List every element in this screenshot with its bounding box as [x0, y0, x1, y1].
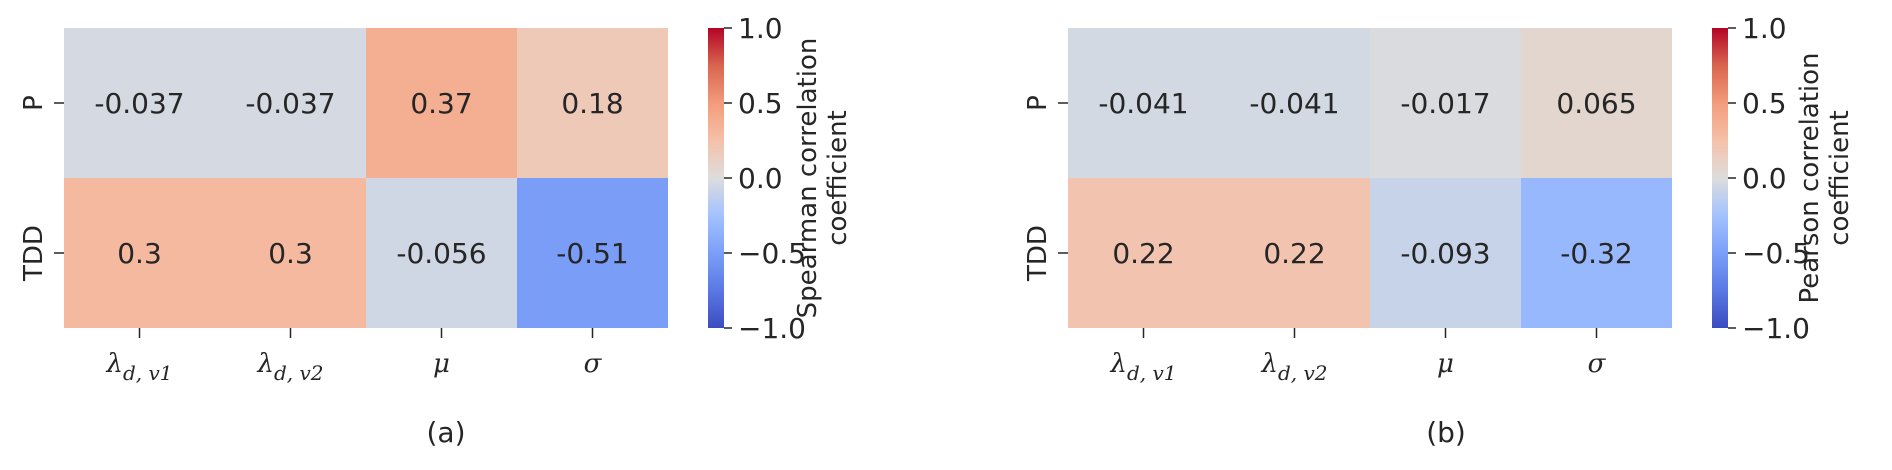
cell-value-label: 0.3 — [268, 237, 313, 270]
x-tick-label: λd, v2 — [1260, 349, 1327, 385]
heatmap-panel-a: -0.037 -0.037 0.37 0.18 0.3 0.3 -0.056 -0.51 P TD… — [19, 12, 853, 449]
y-tick-label: P — [1023, 95, 1053, 111]
y-tick-label: TDD — [19, 225, 49, 282]
x-tick-label: λd, v1 — [1109, 349, 1176, 385]
heatmap-cell-0-2 — [1370, 28, 1521, 178]
cell-value-label: 0.22 — [1263, 237, 1325, 270]
cell-value-label: -0.017 — [1400, 87, 1490, 120]
colorbar-tick-label: −1.0 — [1742, 312, 1810, 345]
cell-value-label: 0.22 — [1112, 237, 1174, 270]
heatmap-cell-1-2 — [1370, 178, 1521, 328]
panel-label: (b) — [1426, 416, 1466, 449]
cell-value-label: -0.037 — [94, 87, 184, 120]
heatmap-cell-0-0 — [1068, 28, 1219, 178]
cell-value-label: -0.093 — [1400, 237, 1490, 270]
y-tick-label: TDD — [1023, 225, 1053, 282]
colorbar-tick-label: 0.0 — [738, 162, 783, 195]
cell-value-label: -0.041 — [1249, 87, 1339, 120]
colorbar-tick-label: 0.5 — [738, 87, 783, 120]
colorbar-tick-label: −0.5 — [1742, 237, 1810, 270]
cell-value-label: 0.065 — [1556, 87, 1636, 120]
heatmap-panel-b: -0.041 -0.041 -0.017 0.065 0.22 0.22 -0.093 -0.… — [1023, 12, 1855, 449]
colorbar-tick-label: 1.0 — [1742, 12, 1787, 45]
cell-value-label: 0.18 — [561, 87, 623, 120]
heatmap-cell-1-0 — [64, 178, 215, 328]
heatmap-cell-1-1 — [215, 178, 366, 328]
heatmap-cell-0-2 — [366, 28, 517, 178]
heatmap-cell-0-0 — [64, 28, 215, 178]
x-tick-label: λd, v2 — [256, 349, 323, 385]
colorbar-tick-label: 1.0 — [738, 12, 783, 45]
heatmap-cell-0-3 — [517, 28, 668, 178]
colorbar-label: Pearson correlationcoefficient — [1795, 52, 1855, 303]
cell-value-label: 0.3 — [117, 237, 162, 270]
cell-value-label: -0.037 — [245, 87, 335, 120]
x-tick-label: μ — [433, 349, 450, 379]
colorbar-tick-label: −1.0 — [738, 312, 806, 345]
colorbar-tick-label: 0.0 — [1742, 162, 1787, 195]
x-tick-label: σ — [1588, 349, 1607, 379]
x-tick-label: μ — [1437, 349, 1454, 379]
heatmap-cell-1-2 — [366, 178, 517, 328]
panel-label: (a) — [426, 416, 465, 449]
colorbar — [1712, 28, 1728, 328]
heatmap-cell-0-1 — [1219, 28, 1370, 178]
heatmap-cell-1-3 — [517, 178, 668, 328]
heatmap-cell-1-1 — [1219, 178, 1370, 328]
cell-value-label: -0.056 — [396, 237, 486, 270]
colorbar-tick-label: −0.5 — [738, 237, 806, 270]
heatmap-cell-1-3 — [1521, 178, 1672, 328]
heatmap-cell-1-0 — [1068, 178, 1219, 328]
cell-value-label: -0.32 — [1560, 237, 1632, 270]
colorbar-tick-label: 0.5 — [1742, 87, 1787, 120]
heatmap-cell-0-1 — [215, 28, 366, 178]
cell-value-label: 0.37 — [410, 87, 472, 120]
x-tick-label: σ — [584, 349, 603, 379]
colorbar-label: Spearman correlationcoefficient — [793, 38, 853, 319]
heatmap-cell-0-3 — [1521, 28, 1672, 178]
x-tick-label: λd, v1 — [105, 349, 172, 385]
y-tick-label: P — [19, 95, 49, 111]
cell-value-label: -0.041 — [1098, 87, 1188, 120]
cell-value-label: -0.51 — [556, 237, 628, 270]
colorbar — [708, 28, 724, 328]
